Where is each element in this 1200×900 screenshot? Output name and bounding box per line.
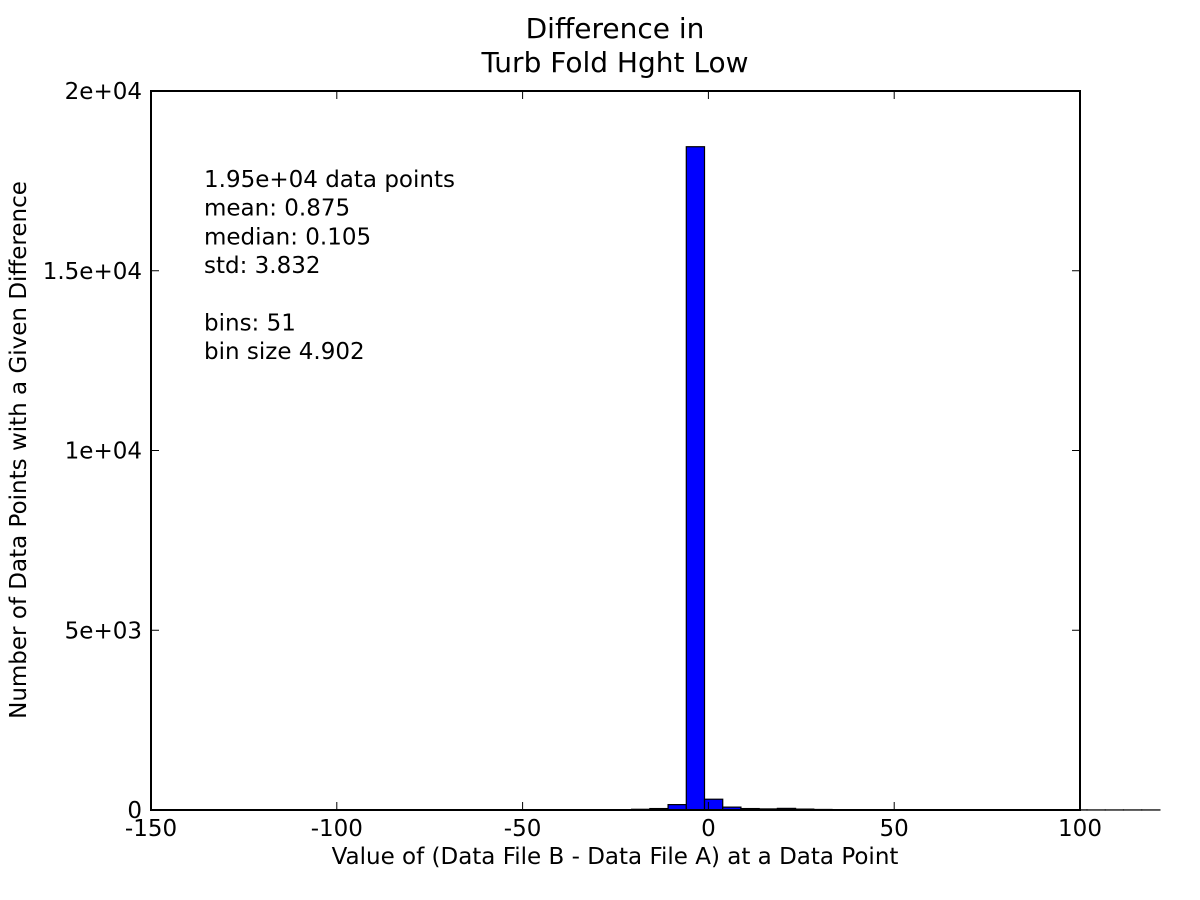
stats-annotation-line: median: 0.105	[204, 224, 371, 250]
x-tick-label: -100	[311, 816, 363, 842]
chart-title-line-2: Turb Fold Hght Low	[480, 46, 748, 79]
y-tick-label: 0	[127, 798, 142, 824]
x-tick-label: 100	[1058, 816, 1102, 842]
histogram-bar	[703, 798, 724, 811]
axis-ticks: -150 -100 -50 0 50 100 0 5e+03 1e+04 1.5e+04 2e+04	[43, 79, 1102, 842]
histogram-bar	[685, 146, 706, 811]
stats-annotation-line: bin size 4.902	[204, 339, 365, 365]
x-tick-label: 0	[701, 816, 716, 842]
x-tick-label: -150	[125, 816, 177, 842]
x-tick-label: 50	[880, 816, 909, 842]
y-tick-label: 2e+04	[65, 79, 142, 105]
x-tick-label: -50	[504, 816, 542, 842]
y-tick-label: 1e+04	[65, 439, 142, 465]
x-axis-label: Value of (Data File B - Data File A) at …	[332, 844, 899, 870]
y-tick-label: 5e+03	[65, 618, 142, 644]
stats-annotation-line: std: 3.832	[204, 253, 321, 279]
y-axis-label: Number of Data Points with a Given Diffe…	[6, 181, 32, 719]
stats-annotation-line: mean: 0.875	[204, 196, 350, 222]
y-tick-label: 1.5e+04	[43, 259, 142, 285]
stats-annotation-line: 1.95e+04 data points	[204, 167, 455, 193]
chart-title-line-1: Difference in	[526, 12, 705, 45]
plot-frame	[150, 90, 1081, 811]
stats-annotation-line: bins: 51	[204, 311, 296, 337]
